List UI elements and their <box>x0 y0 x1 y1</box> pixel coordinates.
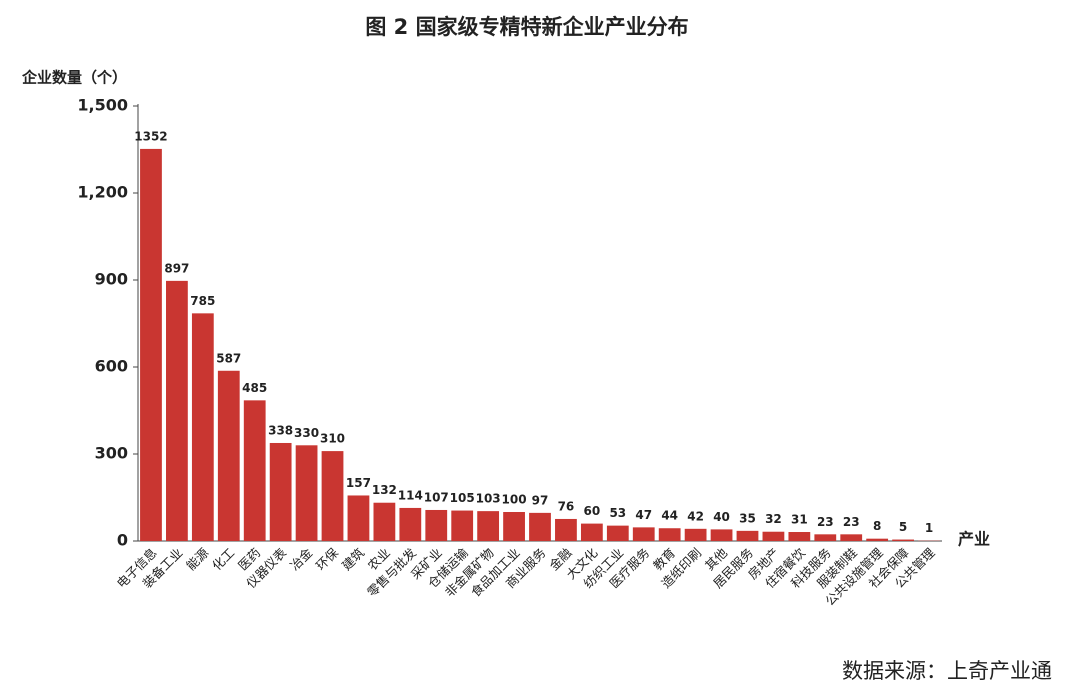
value-label: 31 <box>791 513 808 527</box>
bar <box>269 442 292 541</box>
bar <box>736 530 759 541</box>
value-label: 44 <box>661 509 678 523</box>
bar <box>814 534 837 541</box>
value-label: 76 <box>558 499 575 513</box>
source-note: 数据来源：上奇产业通 <box>842 659 1052 683</box>
y-axis-label: 企业数量（个） <box>21 69 127 87</box>
chart-title: 图 2 国家级专精特新企业产业分布 <box>365 15 688 39</box>
value-label: 338 <box>268 423 293 437</box>
x-tick-label: 化工 <box>209 545 237 573</box>
value-label: 23 <box>843 515 860 529</box>
x-tick-label: 建筑 <box>339 545 368 574</box>
bar <box>217 370 240 541</box>
bar <box>684 528 707 541</box>
bar <box>373 502 396 541</box>
bar <box>866 538 889 541</box>
bar <box>580 523 603 541</box>
value-label: 587 <box>216 351 241 365</box>
y-tick-label: 300 <box>95 444 128 463</box>
bar <box>477 511 500 541</box>
bar <box>321 451 344 541</box>
y-tick-label: 1,500 <box>77 96 128 115</box>
value-label: 23 <box>817 515 834 529</box>
value-label: 5 <box>899 520 907 534</box>
value-label: 105 <box>450 491 475 505</box>
value-label: 157 <box>346 476 371 490</box>
value-label: 40 <box>713 510 730 524</box>
bar <box>840 534 863 541</box>
bar <box>191 313 214 541</box>
x-tick-label: 环保 <box>313 545 342 574</box>
y-tick-label: 600 <box>95 357 128 376</box>
value-label: 485 <box>242 381 267 395</box>
value-label: 103 <box>476 492 501 506</box>
value-label: 310 <box>320 432 345 446</box>
value-label: 32 <box>765 512 782 526</box>
value-label: 60 <box>584 504 601 518</box>
bar <box>710 529 733 541</box>
value-label: 47 <box>635 508 652 522</box>
value-label: 97 <box>532 493 549 507</box>
bar <box>503 512 525 541</box>
x-axis-label: 产业 <box>958 530 990 549</box>
x-tick-label: 冶金 <box>287 545 316 574</box>
x-tick-label: 能源 <box>183 545 212 574</box>
value-label: 114 <box>398 488 423 502</box>
bar <box>451 510 474 541</box>
value-label: 35 <box>739 511 756 525</box>
bar <box>295 445 318 541</box>
value-label: 897 <box>164 261 189 275</box>
value-label: 1352 <box>134 129 167 143</box>
value-label: 8 <box>873 519 881 533</box>
value-label: 785 <box>190 294 215 308</box>
bar <box>529 512 551 541</box>
bar <box>892 539 914 541</box>
y-tick-label: 1,200 <box>77 183 128 202</box>
bar <box>425 509 448 541</box>
value-label: 100 <box>502 493 527 507</box>
value-label: 42 <box>687 509 704 523</box>
bar <box>762 531 785 541</box>
bar <box>632 527 655 541</box>
bar <box>606 525 629 541</box>
value-label: 1 <box>925 521 933 535</box>
bar <box>166 280 188 541</box>
bar <box>243 400 266 541</box>
y-tick-label: 900 <box>95 270 128 289</box>
bar <box>788 532 811 541</box>
value-label: 330 <box>294 426 319 440</box>
bar <box>347 495 370 541</box>
bar <box>658 528 681 541</box>
bar <box>399 507 422 541</box>
value-label: 107 <box>424 490 449 504</box>
bar <box>140 148 162 542</box>
value-label: 53 <box>609 506 626 520</box>
bar <box>555 518 577 541</box>
value-label: 132 <box>372 483 397 497</box>
y-tick-label: 0 <box>117 531 128 550</box>
